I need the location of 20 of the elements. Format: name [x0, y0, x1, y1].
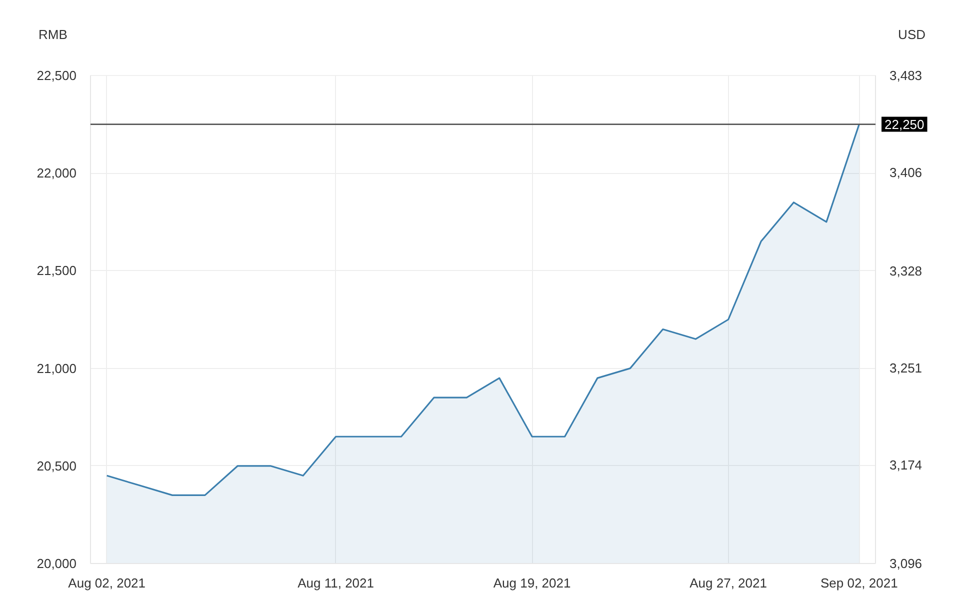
x-tick-label: Sep 02, 2021 — [820, 576, 898, 590]
x-tick-label: Aug 27, 2021 — [690, 576, 767, 590]
x-tick-label: Aug 02, 2021 — [68, 576, 146, 590]
x-tick-label: Aug 19, 2021 — [493, 576, 571, 590]
y2-axis-title: USD — [898, 27, 926, 42]
y-tick-label: 22,000 — [36, 166, 77, 181]
y-tick-label: 20,500 — [36, 458, 77, 474]
y2-tick-label: 3,483 — [890, 68, 922, 83]
y-tick-label: 21,000 — [36, 360, 77, 376]
ref-line-label: 22,250 — [884, 116, 924, 132]
y-tick-label: 20,000 — [36, 556, 77, 571]
x-tick-label: Aug 11, 2021 — [298, 576, 374, 590]
y2-tick-label: 3,251 — [890, 360, 922, 376]
y2-tick-label: 3,174 — [890, 458, 922, 473]
y2-tick-label: 3,096 — [890, 556, 922, 571]
y2-tick-label: 3,406 — [890, 165, 922, 180]
y2-tick-label: 3,328 — [890, 263, 922, 278]
y-tick-label: 21,500 — [36, 263, 77, 278]
y-axis-title: RMB — [38, 27, 68, 42]
y-tick-label: 22,500 — [36, 68, 77, 83]
